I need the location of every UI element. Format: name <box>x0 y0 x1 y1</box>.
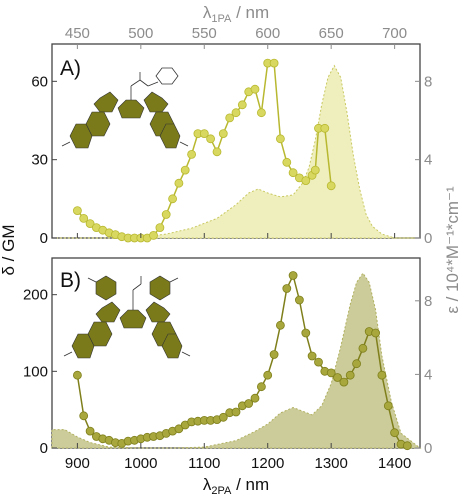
top-tick-label: 650 <box>319 25 344 42</box>
panel-b-2pa-point <box>250 393 260 403</box>
panel-a-2pa-point <box>79 213 89 223</box>
panel-a-2pa-point <box>231 108 241 118</box>
panel-b-right-tick-label: 8 <box>424 293 432 310</box>
panel-a-2pa-point <box>250 84 260 94</box>
panel-b-label: B) <box>60 269 81 292</box>
top-axis-title: λ1PA / nm <box>203 3 269 25</box>
panel-a-plot <box>52 58 420 243</box>
panel-a-2pa-point <box>212 147 222 157</box>
panel-a-label: A) <box>60 57 81 80</box>
panel-a-2pa-point <box>174 178 184 188</box>
bottom-tick-label: 900 <box>65 455 90 472</box>
panel-b-2pa-point <box>352 359 362 369</box>
panel-a-right-tick-label: 8 <box>424 73 432 90</box>
panel-b-2pa-point <box>402 441 412 451</box>
panel-a-2pa-point <box>269 58 279 68</box>
panel-b-absorption-area <box>51 272 422 449</box>
top-tick-label: 500 <box>128 25 153 42</box>
panel-b-2pa-point <box>345 370 355 380</box>
panel-a-2pa-point <box>161 210 171 219</box>
panel-a-absorption-area <box>52 64 420 239</box>
panel-b-2pa-point <box>314 357 323 367</box>
panel-b-plot <box>51 271 422 451</box>
panel-b-2pa-point <box>269 350 279 359</box>
top-tick-label: 550 <box>192 25 217 42</box>
bottom-tick-label: 1000 <box>124 455 157 472</box>
panel-b-2pa-point <box>79 411 89 421</box>
panel-b-2pa-point <box>174 424 184 434</box>
panel-a-2pa-point <box>282 157 292 167</box>
panel-a-2pa-point <box>149 230 158 240</box>
panel-b-right-tick-label: 0 <box>424 440 432 457</box>
panel-a-2pa-point <box>180 165 190 175</box>
panel-a-left-tick-label: 0 <box>40 230 48 247</box>
panel-a-2pa-point <box>187 149 197 159</box>
panel-b-2pa-point <box>294 295 304 305</box>
bottom-axis-title: λ2PA / nm <box>203 475 269 497</box>
top-tick-label: 600 <box>255 25 280 42</box>
panel-a-2pa-point <box>73 206 82 216</box>
right-axis-title: ε / 10⁴*M⁻¹*cm⁻¹ <box>443 186 462 314</box>
panel-b-left-tick-label: 200 <box>23 287 48 304</box>
panel-b-2pa-point <box>244 399 254 408</box>
panel-b-2pa-point <box>339 377 349 387</box>
top-tick-label: 700 <box>382 25 407 42</box>
panel-b-2pa-point <box>390 428 400 438</box>
panel-a-2pa-point <box>206 134 216 144</box>
panel-a-left-tick-label: 30 <box>31 152 48 169</box>
panel-a-2pa-point <box>320 123 330 133</box>
panel-a-2pa-point <box>225 113 235 123</box>
panel-b-2pa-point <box>263 370 273 380</box>
panel-a-2pa-point <box>256 108 266 118</box>
panel-b-2pa-point <box>85 426 95 436</box>
panel-a-2pa-point <box>310 165 320 175</box>
bottom-tick-label: 1300 <box>314 455 347 472</box>
panel-b-2pa-point <box>333 373 342 382</box>
bottom-tick-label: 1100 <box>188 455 220 472</box>
panel-a-2pa-point <box>301 176 311 186</box>
panel-a-right-tick-label: 0 <box>424 230 432 247</box>
panel-a-2pa-point <box>199 129 209 139</box>
panel-a-2pa-point <box>275 134 285 144</box>
panel-b-2pa-point <box>73 370 82 380</box>
panel-b-2pa-point <box>301 328 311 338</box>
panel-b-2pa-point <box>288 271 298 280</box>
panel-b-2pa-point <box>377 370 387 380</box>
panel-a-right-tick-label: 4 <box>424 152 432 169</box>
panel-b-2pa-point <box>231 407 241 417</box>
panel-b-2pa-point <box>218 412 228 422</box>
panel-b-left-tick-label: 100 <box>23 363 48 380</box>
panel-a-2pa-point <box>288 168 298 178</box>
panel-a-2pa-point <box>326 181 336 191</box>
panel-b-right-tick-label: 4 <box>424 366 432 383</box>
panel-b-left-tick-label: 0 <box>40 440 48 457</box>
panel-a-2pa-point <box>85 219 95 229</box>
panel-a-2pa-point <box>237 100 247 110</box>
top-tick-label: 450 <box>65 25 90 42</box>
molecule-b-structure <box>63 275 191 359</box>
molecule-a-structure <box>61 67 189 149</box>
panel-b-2pa-point <box>256 382 266 392</box>
panel-b-2pa-point <box>275 320 285 330</box>
panel-b-2pa-point <box>307 351 317 361</box>
bottom-tick-label: 1400 <box>378 455 411 472</box>
panel-a-2pa-point <box>155 223 165 233</box>
left-axis-title: δ / GM <box>0 224 18 275</box>
panel-b-2pa-point <box>383 401 393 411</box>
panel-a-left-tick-label: 60 <box>31 73 48 90</box>
panel-b-2pa-point <box>326 368 336 378</box>
panel-b-2pa-point <box>282 284 292 293</box>
bottom-tick-label: 1200 <box>251 455 284 472</box>
panel-b-2pa-point <box>358 343 368 353</box>
panel-a-2pa-point <box>218 129 228 139</box>
panel-b-2pa-point <box>371 328 381 338</box>
panel-a-2pa-point <box>168 194 178 204</box>
